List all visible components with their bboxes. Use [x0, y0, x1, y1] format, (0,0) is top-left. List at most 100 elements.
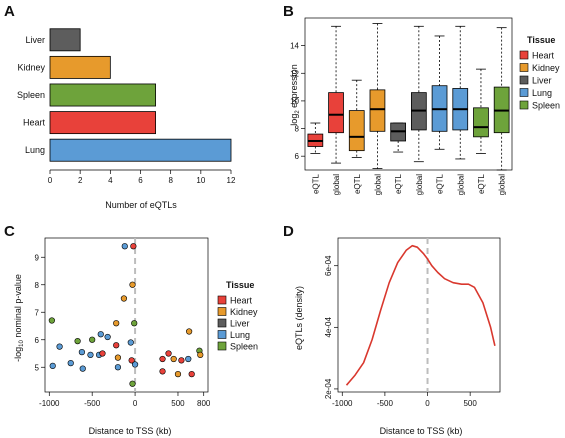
- legend-swatch-kidney: [519, 63, 529, 72]
- x-tick-label: 500: [171, 399, 185, 408]
- legend-label-liver: Liver: [230, 319, 250, 329]
- box-kidney-global: [369, 89, 386, 132]
- point-kidney: [114, 354, 122, 361]
- point-spleen: [129, 380, 136, 387]
- x-tick-label: -500: [377, 399, 394, 408]
- point-lung: [79, 365, 86, 372]
- legend-swatch-lung: [519, 88, 529, 97]
- legend-label-liver: Liver: [532, 76, 552, 86]
- panel-b-legend: Heart Kidney Liver Lung Spleen: [519, 50, 560, 111]
- y-tick-label: 10: [290, 97, 299, 106]
- legend-swatch-lung: [217, 330, 227, 339]
- y-tick-label: 6: [295, 152, 300, 161]
- point-heart: [188, 371, 195, 378]
- point-kidney: [170, 355, 177, 363]
- panel-label-b: B: [283, 3, 294, 20]
- x-tick-label: -1000: [39, 399, 60, 408]
- panel-label-a: A: [4, 3, 15, 20]
- point-lung: [114, 364, 122, 371]
- point-lung: [97, 331, 104, 338]
- y-tick-label: 8: [295, 125, 300, 134]
- legend-swatch-liver: [217, 318, 227, 328]
- category-label-heart: Heart: [23, 118, 46, 128]
- y-tick-label: 6e-04: [324, 255, 333, 276]
- legend-label-lung: Lung: [532, 88, 552, 98]
- point-spleen: [131, 320, 138, 327]
- density-line: [345, 244, 496, 386]
- x-tick-label-heart-eQTL: eQTL: [311, 173, 320, 194]
- point-spleen: [48, 317, 55, 324]
- legend-swatch-liver: [519, 75, 529, 85]
- panel-c-x-axis-label: Distance to TSS (kb): [89, 426, 172, 436]
- y-tick-label: 14: [290, 42, 299, 51]
- x-tick-label-liver-eQTL: eQTL: [394, 173, 403, 194]
- point-spleen: [89, 336, 96, 343]
- point-kidney: [197, 351, 204, 358]
- category-label-liver: Liver: [25, 35, 45, 45]
- point-kidney: [129, 281, 136, 288]
- panel-label-d: D: [283, 223, 294, 240]
- x-tick-label-spleen-global: global: [498, 174, 507, 196]
- legend-swatch-spleen: [519, 100, 529, 110]
- point-kidney: [120, 295, 128, 302]
- point-lung: [78, 349, 85, 356]
- point-lung: [49, 362, 56, 369]
- legend-swatch-heart: [519, 50, 529, 60]
- box-spleen-eQTL: [473, 107, 489, 138]
- x-tick-label-spleen-eQTL: eQTL: [477, 173, 486, 194]
- point-heart: [165, 350, 172, 357]
- bar-kidney: [49, 55, 111, 79]
- plot-frame: [44, 237, 209, 393]
- legend-swatch-heart: [217, 295, 227, 305]
- point-lung: [185, 355, 192, 363]
- point-heart: [159, 355, 166, 363]
- category-label-lung: Lung: [25, 145, 45, 155]
- legend-swatch-kidney: [217, 307, 227, 316]
- panel-label-c: C: [4, 223, 15, 240]
- x-tick-label: -1000: [332, 399, 353, 408]
- box-kidney-eQTL: [348, 110, 365, 152]
- y-tick-label: 2e-04: [324, 378, 333, 399]
- panel-b-legend-title: Tissue: [527, 35, 555, 45]
- point-lung: [104, 333, 111, 341]
- point-lung: [87, 351, 94, 358]
- x-tick-label-lung-global: global: [456, 174, 465, 196]
- panel-a-x-axis-label: Number of eQTLs: [105, 200, 177, 210]
- point-kidney: [113, 320, 120, 327]
- point-spleen: [74, 338, 81, 345]
- legend-label-spleen: Spleen: [532, 101, 560, 111]
- legend-swatch-spleen: [217, 341, 227, 351]
- category-label-kidney: Kidney: [17, 62, 45, 72]
- x-tick-label: -500: [84, 399, 101, 408]
- plot-frame: [337, 237, 501, 393]
- bar-liver: [49, 28, 81, 52]
- panel-a-bar-chart: Liver Kidney Spleen Heart Lung 0 2 4 6 8 10 12: [17, 28, 236, 185]
- x-tick-label: 500: [463, 399, 477, 408]
- panel-d-y-axis-label: eQTLs (density): [294, 286, 304, 350]
- x-tick-label-kidney-eQTL: eQTL: [353, 173, 362, 194]
- point-heart: [178, 357, 185, 364]
- x-tick-label: 6: [138, 176, 143, 185]
- bar-heart: [49, 111, 156, 135]
- x-tick-label: 10: [196, 176, 205, 185]
- x-tick-label-kidney-global: global: [373, 174, 382, 196]
- x-tick-label: 0: [48, 176, 53, 185]
- legend-label-lung: Lung: [230, 330, 250, 340]
- bar-spleen: [49, 83, 156, 107]
- point-heart: [130, 243, 137, 250]
- y-tick-label: 5: [35, 363, 40, 372]
- legend-label-heart: Heart: [532, 51, 555, 61]
- x-tick-label: 12: [227, 176, 236, 185]
- panel-c-legend-title: Tissue: [226, 280, 254, 290]
- point-lung: [121, 243, 128, 250]
- y-tick-label: 4e-04: [324, 317, 333, 338]
- y-tick-label: 8: [35, 281, 40, 290]
- x-tick-label: 4: [108, 176, 113, 185]
- y-tick-label: 12: [290, 69, 299, 78]
- point-heart: [113, 342, 120, 349]
- panel-b-box-plot: 6 8 10 12 14 eQTL global eQTL global eQTL global eQ…: [290, 17, 513, 196]
- bar-lung: [49, 138, 232, 162]
- panel-d-density-plot: 2e-04 4e-04 6e-04 -1000 -500 0 500: [324, 237, 501, 408]
